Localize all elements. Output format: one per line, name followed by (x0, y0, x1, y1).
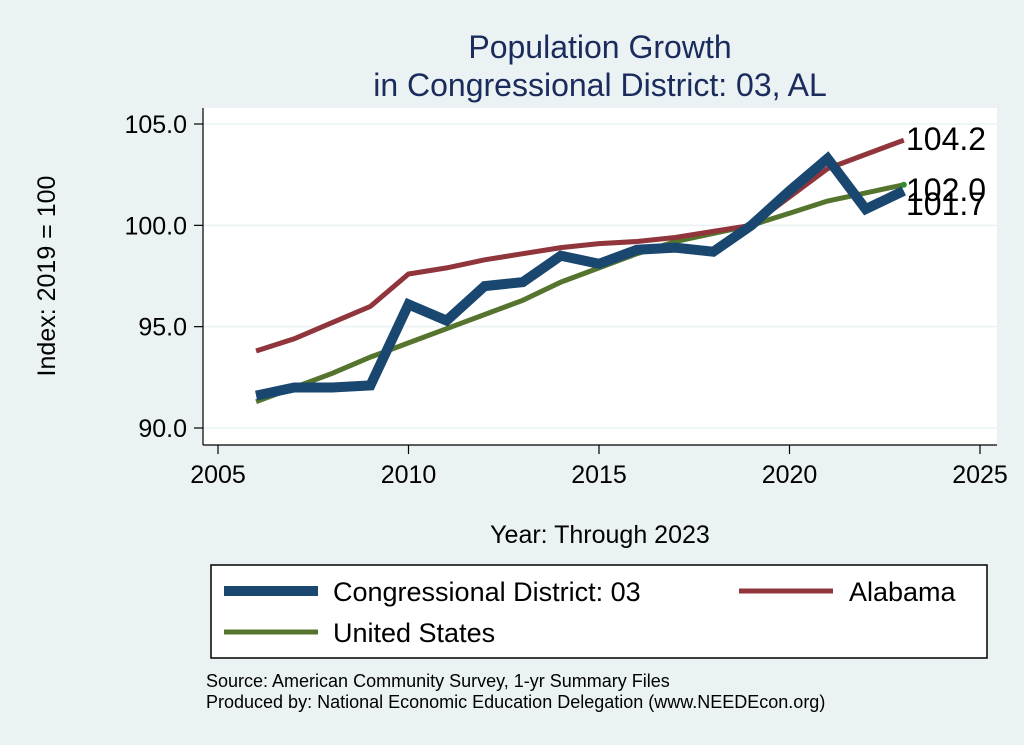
x-tick-label: 2020 (762, 461, 818, 489)
plot-area (203, 108, 997, 445)
y-axis-label: Index: 2019 = 100 (33, 176, 61, 377)
legend: Congressional District: 03 Alabama United … (210, 564, 988, 659)
chart-title: Population Growth in Congressional Distr… (373, 29, 827, 103)
axes: 90.0 95.0 100.0 105.0 2005 2010 2015 2020 2025 (124, 108, 1008, 489)
producer-note: Produced by: National Economic Education… (206, 692, 825, 712)
chart-title-line-2: in Congressional District: 03, AL (373, 67, 827, 103)
end-labels: 101.7 104.2 102.0 (906, 121, 986, 222)
legend-label-united-states: United States (333, 618, 495, 648)
x-axis-label: Year: Through 2023 (490, 521, 710, 549)
grid-lines (203, 123, 997, 429)
end-label-united-states: 102.0 (906, 172, 986, 208)
series-endpoint-united-states (900, 181, 907, 188)
end-label-congressional-district-03: 101.7 (906, 186, 986, 222)
series-line-united-states (255, 182, 905, 405)
x-tick-label: 2005 (190, 461, 246, 489)
x-tick-label: 2010 (381, 461, 437, 489)
y-tick-label: 100.0 (124, 212, 187, 240)
source-note: Source: American Community Survey, 1-yr … (206, 671, 670, 691)
legend-label-alabama: Alabama (849, 577, 957, 607)
x-tick-label: 2015 (571, 461, 627, 489)
end-label-alabama: 104.2 (906, 121, 986, 157)
y-tick-label: 95.0 (138, 314, 187, 342)
series-line-alabama (255, 137, 905, 354)
legend-box (210, 564, 988, 659)
x-tick-label: 2025 (952, 461, 1008, 489)
chart-title-line-1: Population Growth (468, 29, 731, 65)
y-tick-label: 105.0 (124, 111, 187, 139)
y-tick-label: 90.0 (138, 415, 187, 443)
legend-label-congressional-district-03: Congressional District: 03 (333, 577, 641, 607)
series-line-congressional-district-03 (255, 151, 906, 401)
series-lines (255, 137, 907, 405)
